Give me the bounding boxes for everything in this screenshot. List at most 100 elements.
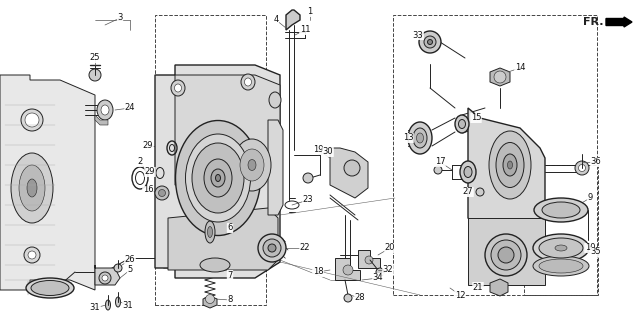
Ellipse shape xyxy=(25,113,39,127)
Ellipse shape xyxy=(211,169,225,187)
Ellipse shape xyxy=(258,234,286,262)
Ellipse shape xyxy=(155,186,169,200)
Text: 19: 19 xyxy=(313,145,323,155)
Text: 13: 13 xyxy=(403,133,413,143)
Ellipse shape xyxy=(419,31,441,53)
Ellipse shape xyxy=(115,297,120,307)
Text: 30: 30 xyxy=(323,148,333,156)
Ellipse shape xyxy=(428,40,433,45)
Ellipse shape xyxy=(24,247,40,263)
Text: 12: 12 xyxy=(455,290,465,300)
Ellipse shape xyxy=(458,119,465,129)
Text: 4: 4 xyxy=(273,15,278,25)
Text: 11: 11 xyxy=(300,26,310,34)
Text: 33: 33 xyxy=(413,31,424,40)
Ellipse shape xyxy=(464,167,472,178)
Ellipse shape xyxy=(365,256,373,264)
Ellipse shape xyxy=(240,149,264,181)
Polygon shape xyxy=(95,265,120,285)
Text: 27: 27 xyxy=(463,187,474,197)
Text: 10: 10 xyxy=(585,244,595,252)
Ellipse shape xyxy=(489,131,531,199)
Ellipse shape xyxy=(200,258,230,272)
Ellipse shape xyxy=(579,165,586,172)
Text: 14: 14 xyxy=(515,64,525,72)
Ellipse shape xyxy=(434,166,442,174)
Text: 35: 35 xyxy=(591,247,602,257)
Ellipse shape xyxy=(241,74,255,90)
Polygon shape xyxy=(468,108,545,235)
Ellipse shape xyxy=(205,221,215,243)
Text: 32: 32 xyxy=(383,265,394,275)
Ellipse shape xyxy=(26,278,74,298)
Text: 1: 1 xyxy=(307,8,312,16)
Text: 36: 36 xyxy=(591,157,602,167)
Bar xyxy=(393,15,597,295)
Polygon shape xyxy=(335,258,360,280)
Ellipse shape xyxy=(533,234,589,262)
Polygon shape xyxy=(358,250,380,268)
FancyArrow shape xyxy=(606,17,632,27)
Ellipse shape xyxy=(207,227,212,238)
Ellipse shape xyxy=(192,143,244,213)
Ellipse shape xyxy=(159,190,166,197)
Polygon shape xyxy=(490,279,508,296)
Text: 5: 5 xyxy=(127,265,132,275)
Ellipse shape xyxy=(171,80,185,96)
Ellipse shape xyxy=(344,294,352,302)
Ellipse shape xyxy=(106,300,111,310)
Text: 18: 18 xyxy=(313,268,323,276)
Polygon shape xyxy=(330,148,368,198)
Ellipse shape xyxy=(477,207,483,213)
Ellipse shape xyxy=(27,179,37,197)
Bar xyxy=(524,165,598,295)
Ellipse shape xyxy=(186,134,250,222)
Ellipse shape xyxy=(19,165,45,211)
Polygon shape xyxy=(155,65,280,278)
Polygon shape xyxy=(490,68,510,86)
Text: 7: 7 xyxy=(227,270,233,279)
Text: 23: 23 xyxy=(303,196,314,204)
Ellipse shape xyxy=(417,133,424,143)
Text: 22: 22 xyxy=(300,244,310,252)
Ellipse shape xyxy=(205,295,214,303)
Ellipse shape xyxy=(542,202,580,218)
Text: 6: 6 xyxy=(227,223,233,233)
Ellipse shape xyxy=(539,259,583,273)
Text: 31: 31 xyxy=(123,301,133,309)
Text: 24: 24 xyxy=(125,104,135,112)
Polygon shape xyxy=(0,75,95,290)
Text: 25: 25 xyxy=(90,53,100,63)
Ellipse shape xyxy=(408,122,432,154)
Ellipse shape xyxy=(573,241,587,255)
Ellipse shape xyxy=(508,161,513,169)
Ellipse shape xyxy=(269,92,281,108)
Polygon shape xyxy=(203,296,217,308)
Text: 26: 26 xyxy=(125,256,135,264)
Text: 28: 28 xyxy=(355,294,365,302)
Ellipse shape xyxy=(476,188,484,196)
Ellipse shape xyxy=(534,198,588,222)
Ellipse shape xyxy=(31,281,69,295)
Ellipse shape xyxy=(233,139,271,191)
Text: 3: 3 xyxy=(117,14,123,22)
Text: 20: 20 xyxy=(385,244,396,252)
Ellipse shape xyxy=(303,173,313,183)
Ellipse shape xyxy=(101,105,109,115)
Text: FR.: FR. xyxy=(582,17,603,27)
Polygon shape xyxy=(268,120,283,215)
Ellipse shape xyxy=(204,159,232,197)
Ellipse shape xyxy=(533,256,589,276)
Polygon shape xyxy=(175,75,280,185)
Ellipse shape xyxy=(496,143,524,187)
Text: 16: 16 xyxy=(143,185,154,195)
Polygon shape xyxy=(286,10,300,30)
Polygon shape xyxy=(95,115,108,125)
Ellipse shape xyxy=(424,36,436,48)
Text: 17: 17 xyxy=(435,157,445,167)
Ellipse shape xyxy=(28,251,36,259)
Text: 29: 29 xyxy=(145,167,156,177)
Ellipse shape xyxy=(344,160,360,176)
Ellipse shape xyxy=(577,245,584,252)
Ellipse shape xyxy=(216,174,221,181)
